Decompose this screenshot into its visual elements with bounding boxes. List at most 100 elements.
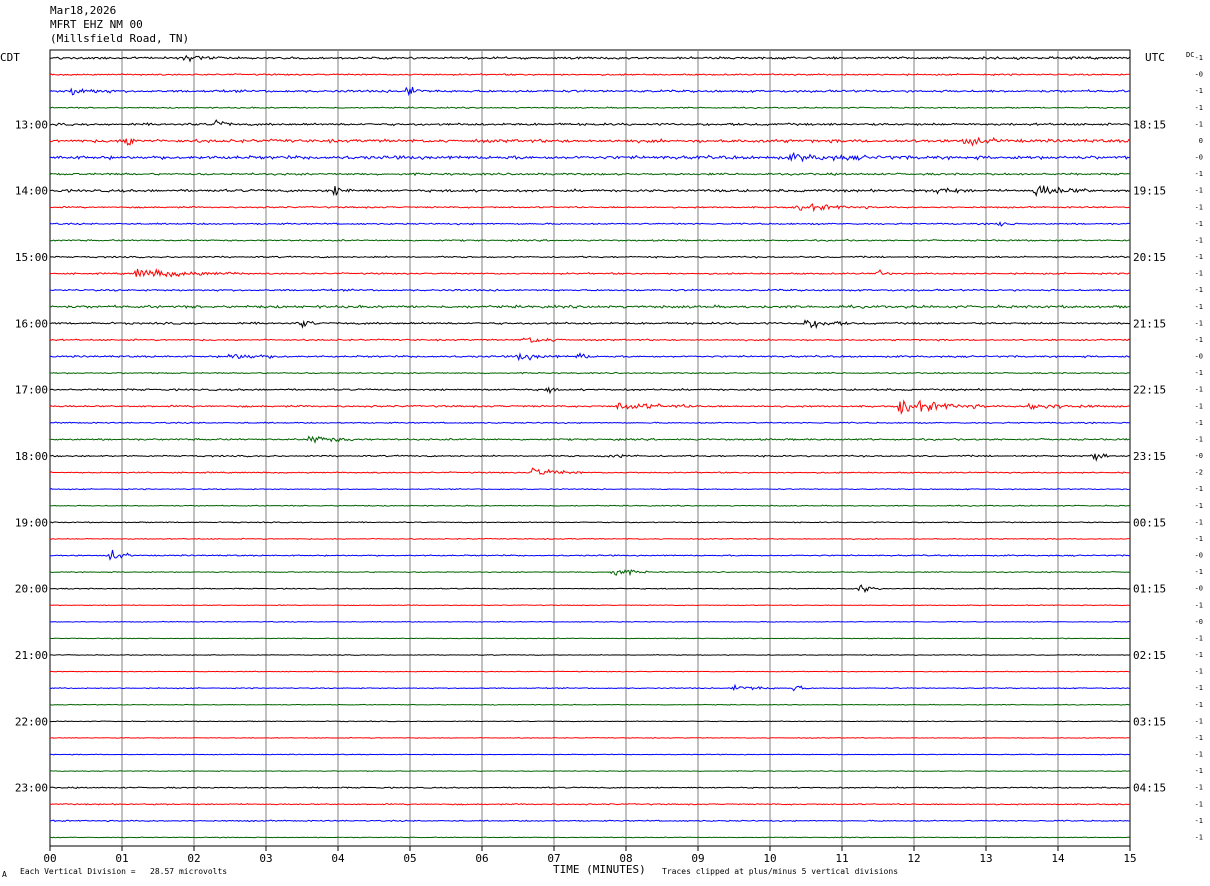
seismic-trace <box>49 620 1131 623</box>
seismic-trace <box>49 753 1131 756</box>
cdt-hour-label: 20:00 <box>15 583 48 596</box>
utc-hour-label: 19:15 <box>1133 185 1166 198</box>
seismic-trace <box>49 504 1131 507</box>
x-tick-label: 14 <box>1051 852 1065 865</box>
seismic-trace <box>49 819 1131 823</box>
seismic-trace <box>49 352 1131 362</box>
helicorder-date: Mar18,2026 <box>50 4 117 17</box>
seismic-trace <box>49 371 1131 375</box>
x-tick-label: 09 <box>691 852 704 865</box>
x-tick-label: 02 <box>187 852 200 865</box>
dc-offset-label: -1 <box>1195 701 1203 709</box>
seismic-trace <box>49 319 1131 330</box>
dc-offset-label: -1 <box>1195 651 1203 659</box>
utc-hour-label: 03:15 <box>1133 715 1166 728</box>
dc-offset-label: -0 <box>1195 552 1203 560</box>
seismic-trace <box>49 770 1131 773</box>
x-tick-label: 04 <box>331 852 345 865</box>
dc-offset-label: -1 <box>1195 668 1203 676</box>
dc-offset-label: -1 <box>1195 502 1203 510</box>
seismic-trace <box>49 86 1131 97</box>
dc-offset-label: -0 <box>1195 154 1203 162</box>
dc-offset-label: -1 <box>1195 220 1203 228</box>
dc-offset-label: -1 <box>1195 236 1203 244</box>
cdt-hour-label: 16:00 <box>15 317 48 330</box>
cdt-hour-label: 23:00 <box>15 782 48 795</box>
dc-offset-label: -1 <box>1195 751 1203 759</box>
dc-offset-label: -1 <box>1195 634 1203 642</box>
seismic-trace <box>49 683 1131 692</box>
seismic-trace <box>49 537 1131 541</box>
clip-note: Traces clipped at plus/minus 5 vertical … <box>662 867 899 876</box>
dc-offset-label: -0 <box>1195 452 1203 460</box>
x-tick-label: 15 <box>1123 852 1136 865</box>
utc-hour-label: 00:15 <box>1133 516 1166 529</box>
dc-offset-label: -1 <box>1195 253 1203 261</box>
seismic-trace <box>49 604 1130 607</box>
seismic-trace <box>49 654 1131 657</box>
seismic-trace <box>49 786 1131 790</box>
seismic-trace <box>49 421 1131 425</box>
seismic-trace <box>49 703 1131 706</box>
x-tick-label: 11 <box>835 852 848 865</box>
x-tick-label: 05 <box>403 852 416 865</box>
dc-offset-label: 0 <box>1199 137 1203 145</box>
seismic-trace <box>49 304 1131 310</box>
seismic-trace <box>49 435 1131 444</box>
dc-offset-label: -1 <box>1195 833 1203 841</box>
dc-offset-label: -1 <box>1195 419 1203 427</box>
seismic-trace <box>49 452 1131 462</box>
x-axis-title: TIME (MINUTES) <box>553 863 646 876</box>
x-tick-label: 03 <box>259 852 272 865</box>
dc-column-label: DC <box>1186 51 1194 59</box>
utc-hour-label: 02:15 <box>1133 649 1166 662</box>
cdt-hour-label: 17:00 <box>15 384 48 397</box>
seismic-trace <box>49 568 1131 577</box>
utc-hour-label: 21:15 <box>1133 317 1166 330</box>
dc-offset-label: -1 <box>1195 402 1203 410</box>
dc-offset-label: -0 <box>1195 71 1203 79</box>
scale-note: Each Vertical Division = 28.57 microvolt… <box>20 867 228 876</box>
seismic-trace <box>49 836 1131 839</box>
cdt-hour-label: 15:00 <box>15 251 48 264</box>
seismic-trace <box>49 119 1131 127</box>
dc-offset-label: -1 <box>1195 817 1203 825</box>
seismic-trace <box>49 386 1131 395</box>
dc-offset-label: -1 <box>1195 286 1203 294</box>
dc-offset-label: -1 <box>1195 203 1203 211</box>
seismic-trace <box>49 151 1131 163</box>
utc-hour-label: 01:15 <box>1133 583 1166 596</box>
cdt-hour-label: 22:00 <box>15 715 48 728</box>
seismic-trace <box>49 73 1131 77</box>
x-tick-label: 06 <box>475 852 488 865</box>
seismic-trace <box>49 337 1131 343</box>
dc-offset-label: -1 <box>1195 336 1203 344</box>
dc-offset-label: -1 <box>1195 684 1203 692</box>
x-tick-label: 01 <box>115 852 128 865</box>
dc-offset-label: -0 <box>1195 353 1203 361</box>
utc-hour-label: 04:15 <box>1133 782 1166 795</box>
plot-frame <box>49 49 1131 847</box>
seismic-trace <box>49 637 1131 640</box>
seismic-trace <box>49 467 1131 475</box>
utc-hour-label: 22:15 <box>1133 384 1166 397</box>
cdt-hour-label: 18:00 <box>15 450 48 463</box>
dc-offset-label: -1 <box>1195 767 1203 775</box>
seismic-trace <box>49 203 1131 213</box>
station-location: (Millsfield Road, TN) <box>50 32 190 45</box>
cdt-axis-label: CDT <box>0 51 20 64</box>
dc-offset-label: -1 <box>1195 435 1203 443</box>
seismic-trace <box>49 399 1131 415</box>
dc-offset-label: -1 <box>1195 170 1203 178</box>
seismic-trace <box>49 487 1131 491</box>
x-tick-label: 13 <box>979 852 992 865</box>
seismic-trace <box>49 670 1131 673</box>
dc-offset-label: -1 <box>1195 734 1203 742</box>
seismic-trace <box>49 802 1131 806</box>
seismic-trace <box>49 288 1131 292</box>
x-tick-label: 00 <box>43 852 56 865</box>
dc-offset-label: -1 <box>1195 120 1203 128</box>
seismic-trace <box>49 720 1131 723</box>
seismic-trace <box>49 267 1131 278</box>
